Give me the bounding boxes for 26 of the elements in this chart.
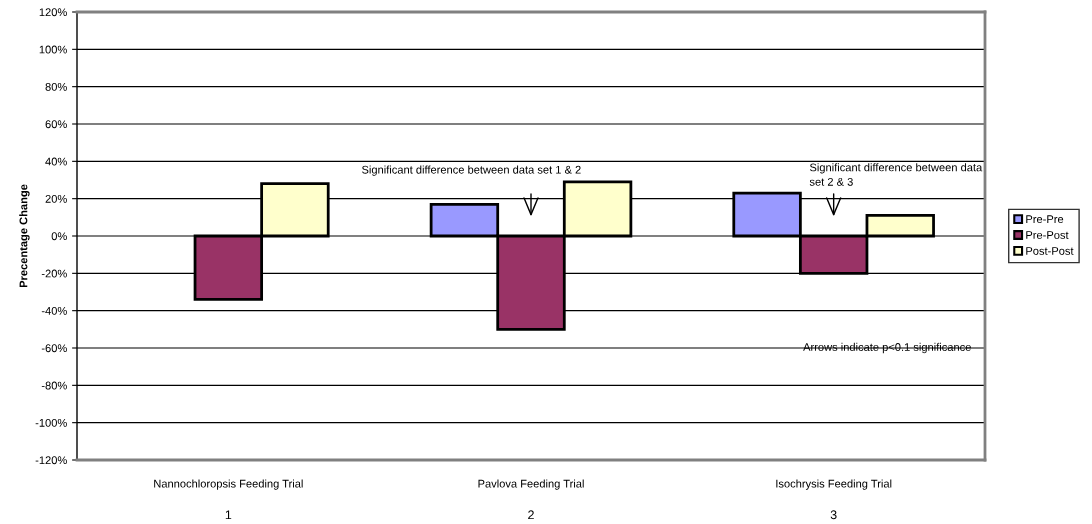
- text: 3: [830, 510, 837, 520]
- text: 1: [225, 510, 232, 520]
- y-tick-label: -60%: [41, 344, 67, 353]
- y-tick-label: 120%: [39, 8, 67, 17]
- x-tick-label: Pavlova Feeding Trial: [478, 479, 584, 490]
- x-tick-label: Isochrysis Feeding Trial: [776, 479, 892, 490]
- y-tick-label: 100%: [39, 45, 67, 54]
- x-tick-label: Nannochloropsis Feeding Trial: [154, 479, 303, 490]
- y-tick-label: 60%: [45, 120, 67, 129]
- y-tick-label: 40%: [45, 157, 67, 166]
- y-tick-label: 80%: [45, 82, 67, 91]
- legend-label: Post-Post: [1026, 247, 1074, 255]
- y-tick-label: -100%: [35, 418, 67, 427]
- y-tick-label: 0%: [51, 232, 67, 241]
- y-axis-title: Precentage Change: [19, 184, 30, 288]
- y-tick-label: -80%: [41, 381, 67, 390]
- text: 2: [528, 510, 534, 520]
- legend-label: Pre-Pre: [1026, 215, 1064, 224]
- y-tick-label: -40%: [41, 306, 67, 315]
- annotation: Arrows indicate p<0.1 significance: [803, 342, 971, 354]
- y-tick-label: 20%: [45, 194, 67, 203]
- y-tick-label: -120%: [35, 456, 67, 465]
- legend-label: Pre-Post: [1026, 231, 1069, 239]
- annotation: Significant difference between data set 2 & 3: [809, 163, 983, 186]
- annotation: Significant difference between data set 1 & 2: [362, 165, 581, 176]
- y-tick-label: -20%: [41, 269, 67, 278]
